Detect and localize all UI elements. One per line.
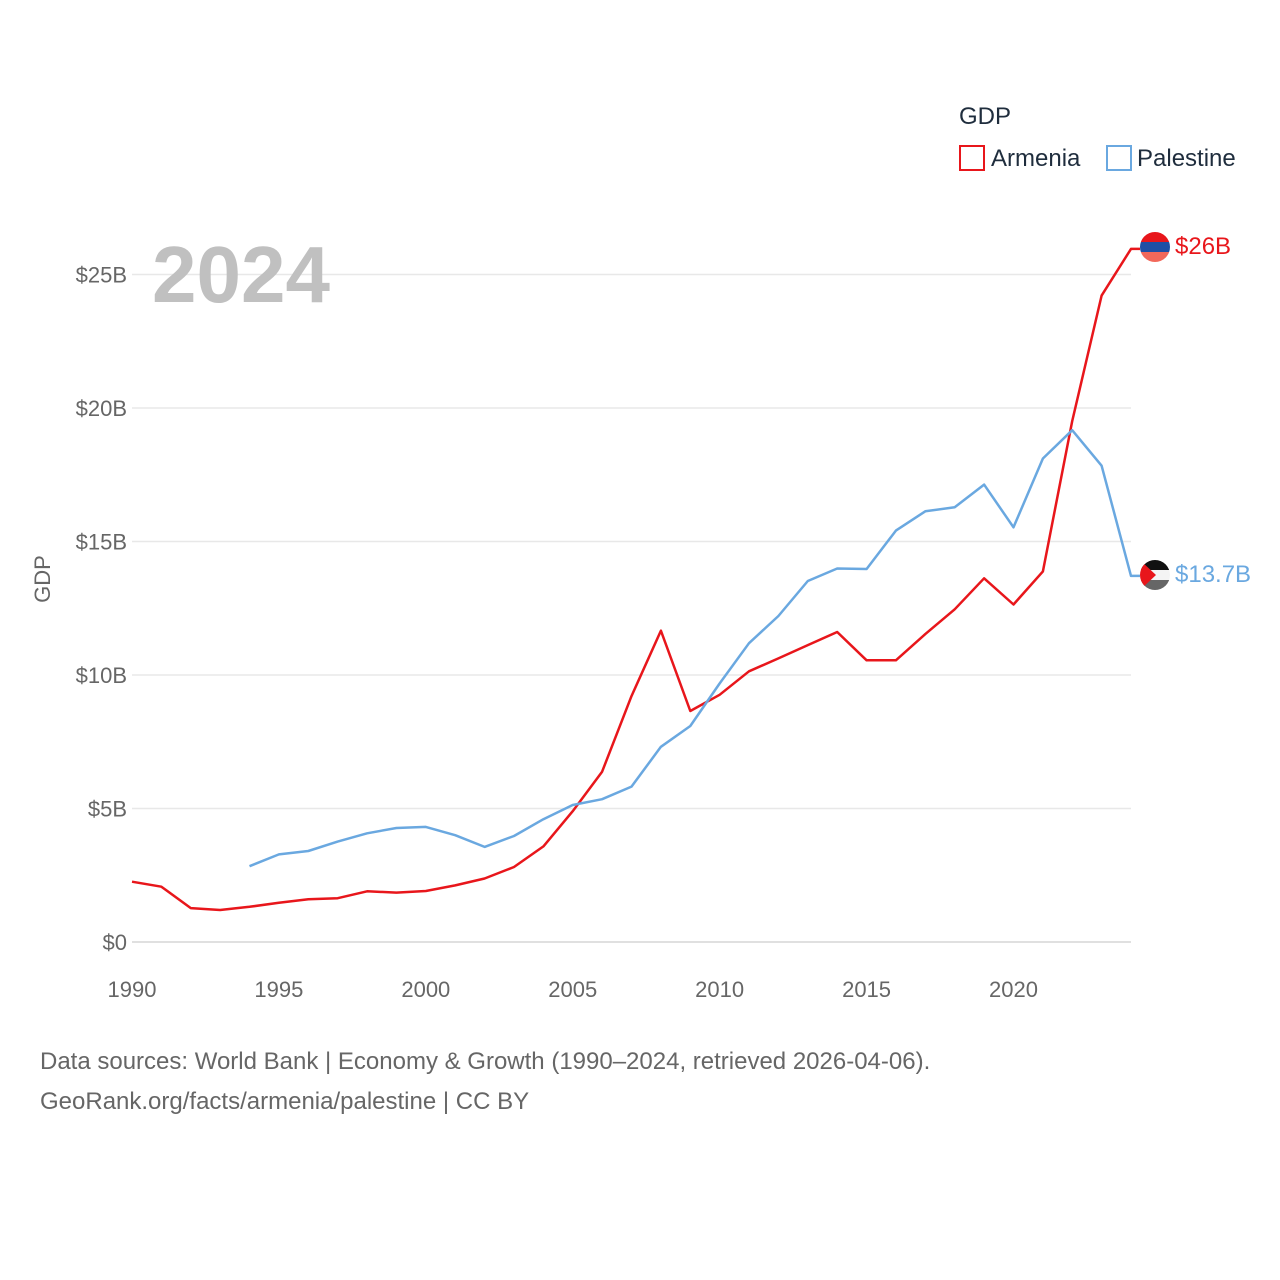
current-year-label: 2024 xyxy=(152,230,330,319)
source-url-line: GeoRank.org/facts/armenia/palestine | CC… xyxy=(40,1088,530,1115)
source-line: Data sources: World Bank | Economy & Gro… xyxy=(40,1048,931,1075)
series-line-armenia[interactable] xyxy=(131,247,1140,912)
legend-label-palestine: Palestine xyxy=(1137,145,1236,172)
legend-item-armenia[interactable]: Armenia xyxy=(959,145,1081,172)
y-tick-label: $25B xyxy=(76,263,127,288)
series-line-palestine[interactable] xyxy=(249,428,1141,868)
x-tick-label: 2020 xyxy=(989,977,1038,1002)
x-tick-label: 2005 xyxy=(548,977,597,1002)
gdp-line-chart: GDP Armenia Palestine $0$5B$10B$15B$20B$… xyxy=(30,103,1251,1002)
armenia-flag-icon xyxy=(1140,232,1170,262)
legend-swatch-palestine xyxy=(1106,145,1132,171)
legend-label-armenia: Armenia xyxy=(991,145,1081,172)
legend-item-palestine[interactable]: Palestine xyxy=(1106,145,1236,172)
palestine-flag-icon xyxy=(1140,560,1170,590)
x-tick-label: 1995 xyxy=(254,977,303,1002)
end-label-armenia: $26B xyxy=(1175,233,1231,260)
legend-title: GDP xyxy=(959,103,1011,130)
y-axis-label: GDP xyxy=(30,555,55,603)
y-tick-label: $15B xyxy=(76,530,127,555)
end-label-palestine: $13.7B xyxy=(1175,561,1251,588)
source-footer: Data sources: World Bank | Economy & Gro… xyxy=(40,1042,930,1122)
x-axis: 1990 1995 2000 2005 2010 2015 2020 xyxy=(108,977,1038,1002)
x-tick-label: 2000 xyxy=(401,977,450,1002)
y-tick-label: $5B xyxy=(88,797,127,822)
x-tick-label: 2010 xyxy=(695,977,744,1002)
legend-swatch-armenia xyxy=(959,145,985,171)
y-tick-label: $0 xyxy=(103,930,127,955)
y-tick-label: $20B xyxy=(76,396,127,421)
x-tick-label: 2015 xyxy=(842,977,891,1002)
y-tick-label: $10B xyxy=(76,663,127,688)
x-tick-label: 1990 xyxy=(108,977,157,1002)
series-layer xyxy=(131,247,1141,912)
y-axis: $0 $5B $10B $15B $20B $25B xyxy=(76,263,1131,955)
